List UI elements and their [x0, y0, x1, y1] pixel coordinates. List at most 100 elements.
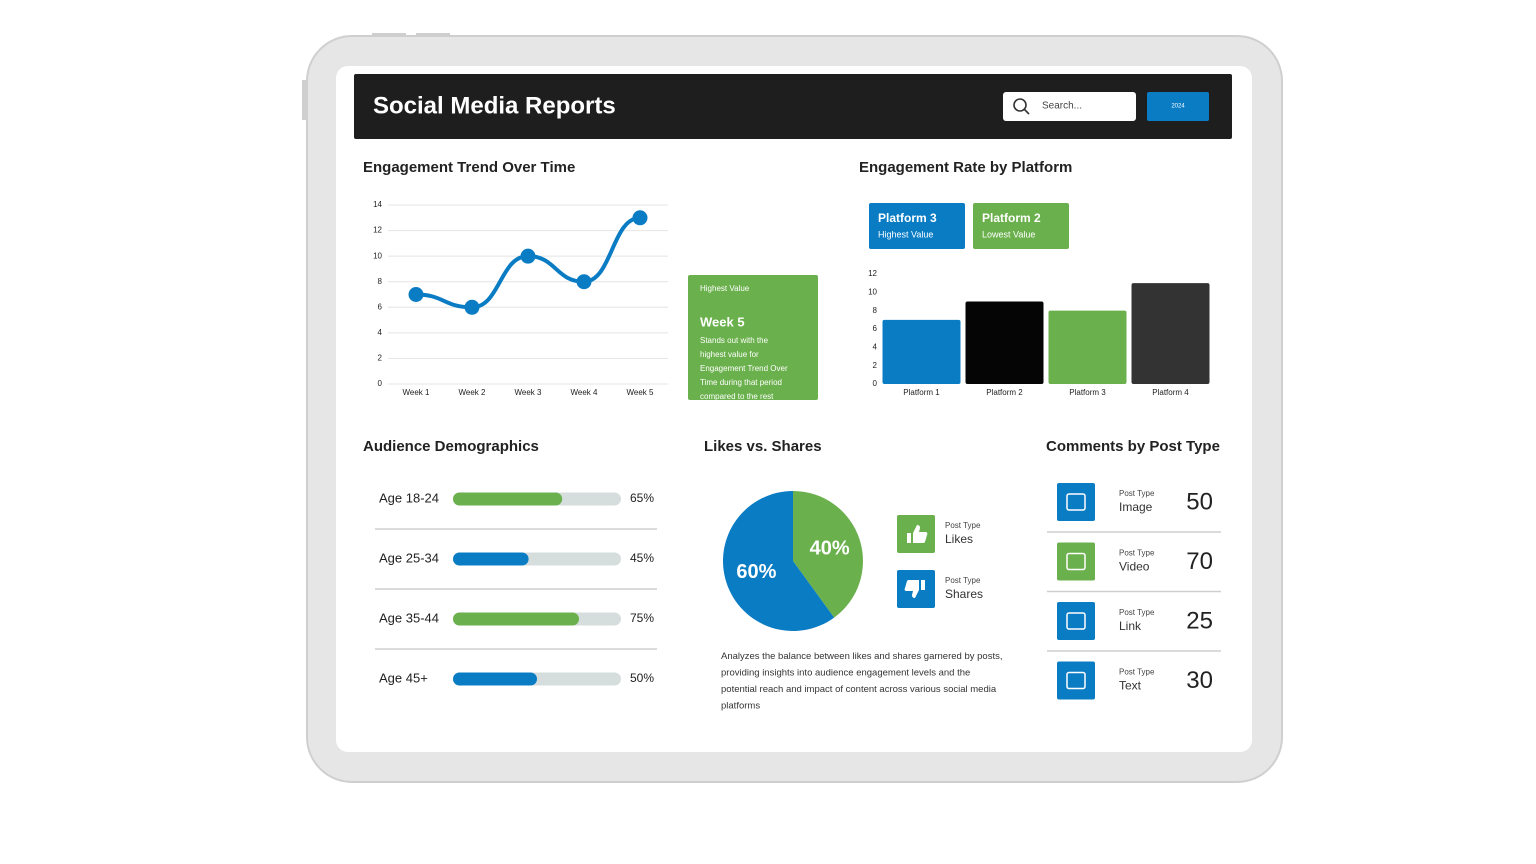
search-icon [1023, 108, 1030, 115]
type-name: Text [1119, 679, 1142, 693]
badge [869, 203, 965, 249]
x-tick-label: Week 3 [515, 388, 543, 397]
year-button[interactable] [1147, 92, 1209, 121]
trend-point [520, 248, 536, 264]
y-tick-label: 2 [873, 361, 878, 370]
legend-label: Post Type [945, 576, 981, 585]
type-kicker: Post Type [1119, 489, 1155, 498]
legend-entry: Likes [945, 532, 973, 546]
pie-label: 40% [810, 537, 850, 559]
section-title: Comments by Post Type [1046, 438, 1220, 455]
demo-value: 50% [630, 671, 654, 685]
callout-title: Week 5 [700, 314, 745, 329]
tablet-button [416, 33, 450, 37]
x-tick-label: Platform 4 [1152, 388, 1189, 397]
type-glyph [1066, 493, 1086, 511]
x-tick-label: Platform 3 [1069, 388, 1106, 397]
y-tick-label: 8 [873, 306, 878, 315]
type-glyph [1066, 612, 1086, 630]
thumb-icon [907, 525, 928, 543]
x-tick-label: Platform 2 [986, 388, 1023, 397]
year-button-label: 2024 [1171, 104, 1185, 110]
bar [965, 301, 1044, 384]
bar [1048, 310, 1127, 384]
tablet-button [302, 80, 307, 120]
callout-label: Highest Value [700, 284, 750, 293]
header-bar [354, 74, 1232, 139]
tablet-button [372, 33, 406, 37]
type-value: 70 [1186, 548, 1213, 575]
y-tick-label: 0 [378, 379, 383, 388]
type-value: 30 [1186, 667, 1213, 694]
y-tick-label: 2 [378, 354, 383, 363]
demo-value: 45% [630, 551, 654, 565]
type-kicker: Post Type [1119, 668, 1155, 677]
type-icon [1057, 542, 1095, 581]
y-tick-label: 0 [873, 379, 878, 388]
thumb-icon [904, 580, 925, 598]
type-kicker: Post Type [1119, 608, 1155, 617]
demo-bar [453, 672, 537, 686]
demo-label: Age 18-24 [379, 490, 439, 505]
x-tick-label: Platform 1 [903, 388, 940, 397]
y-tick-label: 14 [373, 200, 382, 209]
type-name: Image [1119, 500, 1153, 514]
section-title: Audience Demographics [363, 438, 539, 455]
demo-bar [453, 492, 563, 506]
x-tick-label: Week 2 [459, 388, 487, 397]
type-icon [1057, 483, 1095, 521]
badge-subtitle: Highest Value [878, 229, 933, 239]
trend-point [464, 299, 480, 315]
type-glyph [1066, 552, 1086, 571]
legend-entry: Shares [945, 587, 983, 601]
search-box[interactable] [1003, 92, 1136, 121]
bar [1131, 283, 1210, 384]
search-placeholder: Search... [1042, 101, 1082, 112]
y-tick-label: 6 [873, 324, 878, 333]
trend-point [408, 287, 424, 302]
type-icon [1057, 661, 1095, 700]
trend-point [576, 274, 592, 290]
pie-slice [723, 491, 835, 631]
badge-title: Platform 2 [982, 211, 1041, 225]
type-glyph [1066, 671, 1086, 690]
y-tick-label: 12 [868, 269, 877, 278]
x-tick-label: Week 5 [627, 388, 655, 397]
pie-slice [793, 491, 863, 618]
type-value: 25 [1186, 607, 1213, 634]
type-name: Link [1119, 619, 1142, 633]
section-title: Likes vs. Shares [704, 438, 822, 455]
type-icon [1057, 602, 1095, 640]
section-title: Engagement Rate by Platform [859, 159, 1072, 176]
bar [882, 319, 961, 384]
type-value: 50 [1186, 488, 1213, 515]
demo-bar [453, 612, 579, 626]
badge-subtitle: Lowest Value [982, 229, 1035, 239]
y-tick-label: 12 [373, 226, 382, 235]
demo-label: Age 45+ [379, 670, 428, 685]
y-tick-label: 4 [873, 342, 878, 351]
badge [973, 203, 1069, 249]
type-name: Video [1119, 560, 1150, 574]
y-tick-label: 8 [378, 277, 383, 286]
section-title: Engagement Trend Over Time [363, 159, 575, 176]
y-tick-label: 10 [868, 287, 877, 296]
pie-label: 60% [736, 561, 776, 583]
demo-value: 65% [630, 491, 654, 505]
y-tick-label: 6 [378, 302, 383, 311]
demo-label: Age 25-34 [379, 550, 439, 565]
callout-box [688, 275, 818, 400]
callout-text: Stands out with the highest value for Enga… [700, 336, 788, 401]
demo-bar [453, 552, 529, 566]
badge-title: Platform 3 [878, 211, 937, 225]
demo-value: 75% [630, 611, 654, 625]
y-tick-label: 10 [373, 251, 382, 260]
search-icon [1013, 98, 1027, 112]
demo-label: Age 35-44 [379, 610, 439, 625]
x-tick-label: Week 1 [403, 388, 431, 397]
x-tick-label: Week 4 [571, 388, 599, 397]
trend-point [632, 210, 648, 226]
header-title: Social Media Reports [373, 92, 616, 119]
pie-description: Analyzes the balance between likes and s… [721, 651, 1002, 712]
